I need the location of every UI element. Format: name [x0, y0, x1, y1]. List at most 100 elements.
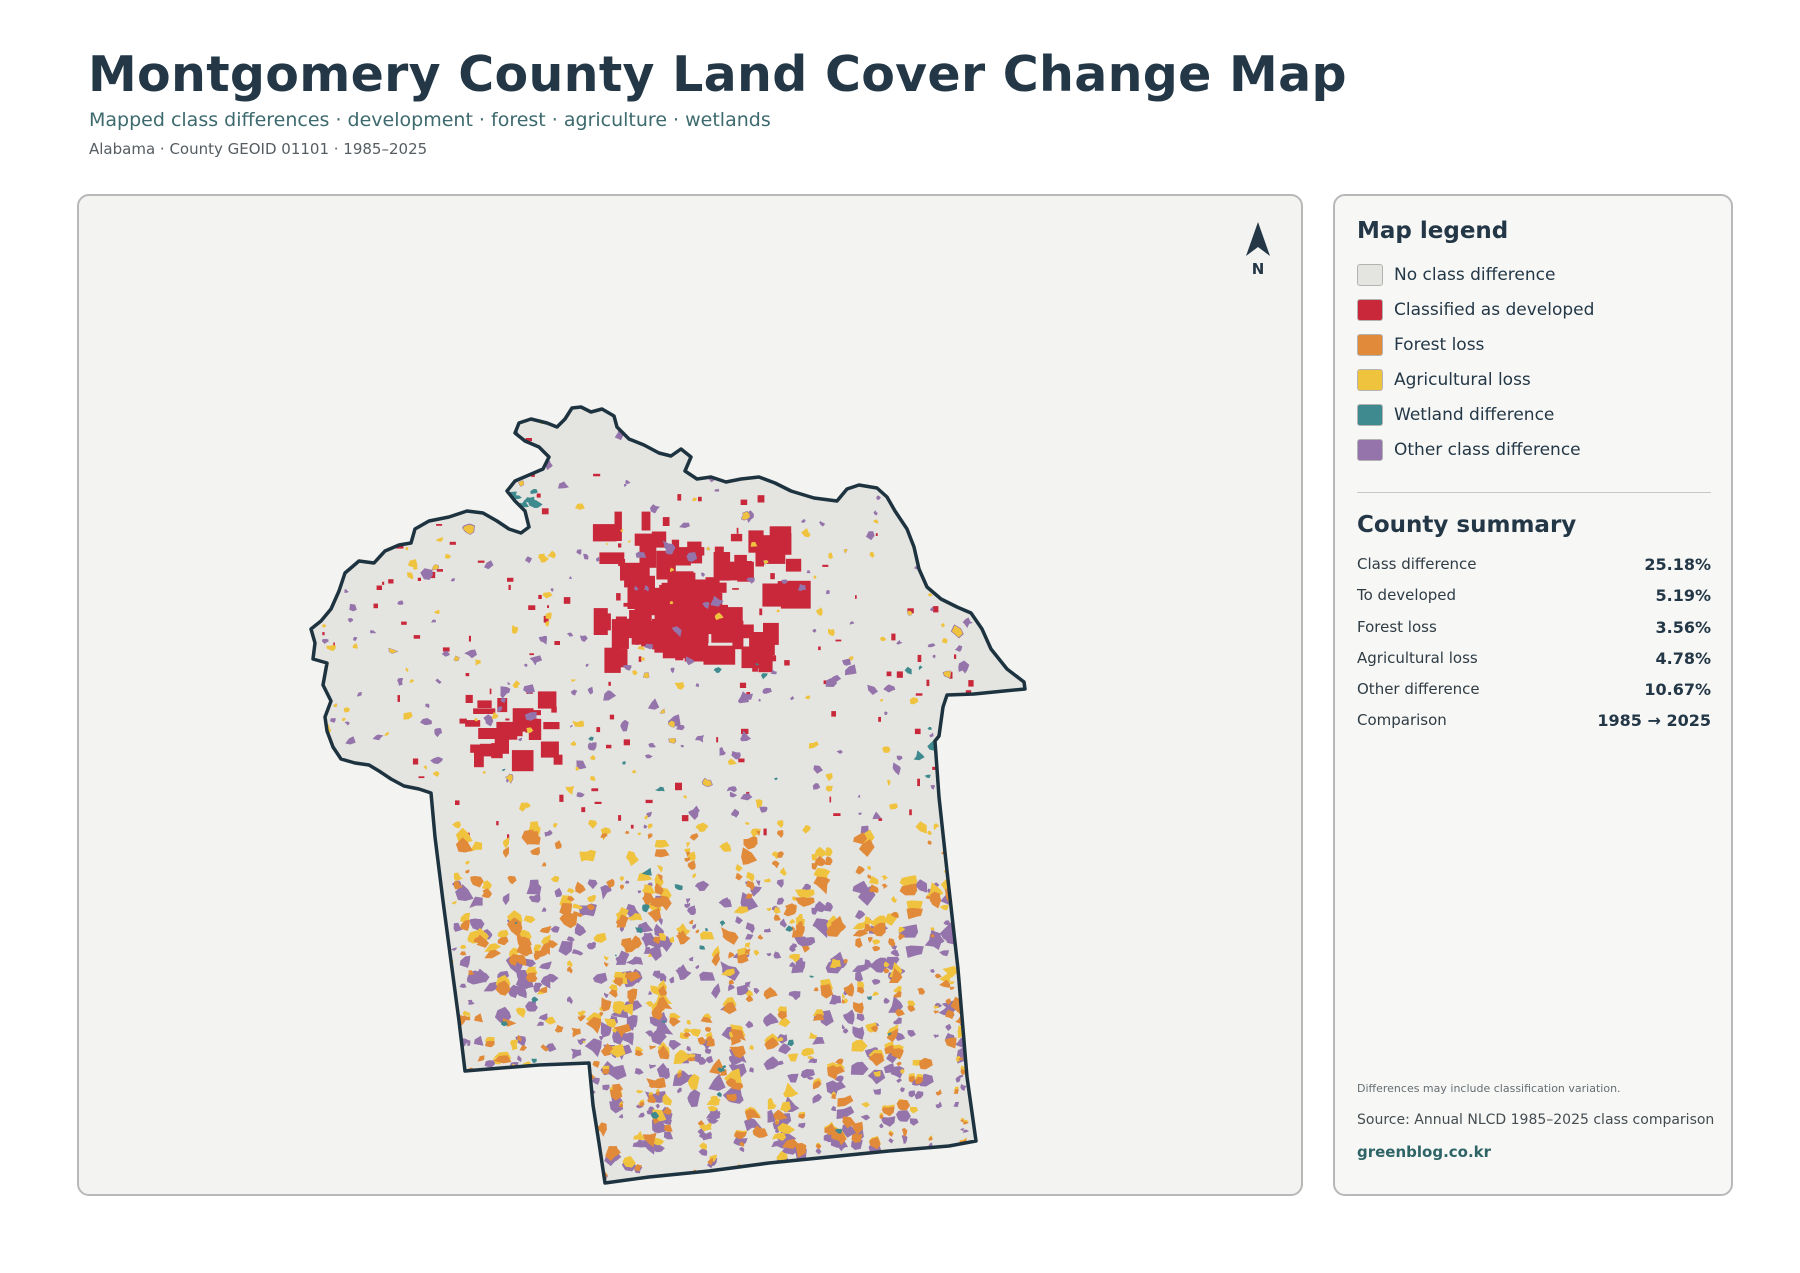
change-patch [661, 1067, 670, 1080]
change-patch [744, 942, 751, 948]
legend-swatch [1357, 264, 1383, 286]
change-patch [401, 621, 407, 625]
page-subtitle: Mapped class differences · development ·… [89, 109, 771, 131]
change-patch [516, 936, 532, 949]
change-patch [849, 621, 855, 625]
change-patch [695, 683, 699, 688]
change-patch [644, 575, 655, 591]
change-patch [834, 1075, 844, 1082]
change-patch [502, 837, 509, 849]
change-patch [545, 621, 550, 627]
change-patch [657, 1045, 670, 1060]
change-patch [534, 1157, 543, 1166]
change-patch [855, 937, 863, 949]
legend-label: No class difference [1394, 265, 1556, 285]
change-patch [460, 920, 470, 931]
change-patch [553, 754, 563, 765]
legend-item-forest-loss: Forest loss [1357, 334, 1717, 369]
change-patch [694, 880, 710, 892]
change-patch [507, 875, 517, 885]
change-patch [619, 876, 624, 882]
change-patch [641, 430, 649, 439]
change-patch [566, 896, 575, 902]
change-patch [527, 831, 541, 845]
change-patch [517, 1034, 522, 1042]
change-patch [954, 474, 964, 484]
change-patch [965, 504, 969, 511]
change-patch [787, 1073, 799, 1083]
change-patch [608, 990, 614, 995]
north-label: N [1251, 260, 1265, 278]
change-patch [749, 1045, 754, 1051]
change-patch [648, 743, 656, 748]
change-patch [711, 952, 720, 967]
change-patch [507, 682, 511, 685]
change-patch [831, 711, 836, 717]
change-patch [949, 986, 955, 990]
map-panel[interactable]: N [77, 194, 1303, 1196]
change-patch [897, 1112, 904, 1117]
change-patch [886, 779, 891, 786]
change-patch [881, 883, 889, 889]
change-patch [714, 612, 724, 621]
change-patch [773, 914, 781, 921]
change-patch [677, 494, 682, 501]
county-map[interactable] [79, 196, 1303, 1196]
change-patch [745, 822, 750, 825]
change-patch [960, 986, 975, 1002]
change-patch [717, 1067, 725, 1073]
change-patch [915, 693, 923, 696]
change-patch [807, 1056, 814, 1060]
change-patch [806, 570, 811, 574]
change-patch [850, 1061, 869, 1075]
change-patch [892, 762, 901, 776]
change-patch [776, 879, 784, 888]
change-patch [463, 524, 474, 535]
change-patch [523, 915, 536, 924]
change-patch [813, 765, 823, 774]
change-patch [750, 541, 758, 547]
change-patch [952, 823, 960, 828]
change-patch [736, 527, 739, 534]
change-patch [792, 896, 797, 902]
change-patch [768, 655, 777, 662]
legend-swatch [1357, 439, 1383, 461]
change-patch [465, 673, 470, 677]
change-patch [829, 464, 836, 471]
site-link[interactable]: greenblog.co.kr [1357, 1143, 1492, 1161]
change-patch [434, 728, 443, 738]
change-patch [532, 1117, 553, 1129]
change-patch [612, 1001, 625, 1015]
change-patch [868, 937, 873, 943]
change-patch [667, 548, 691, 566]
change-patch [448, 453, 459, 463]
change-patch [701, 572, 706, 577]
change-patch [538, 553, 549, 563]
change-patch [575, 766, 580, 771]
change-patch [778, 1017, 791, 1028]
change-patch [798, 1113, 806, 1119]
change-patch [622, 664, 632, 671]
change-patch [528, 605, 536, 610]
change-patch [857, 981, 865, 989]
change-patch [668, 720, 675, 728]
change-patch [585, 1016, 602, 1034]
change-patch [869, 957, 887, 973]
change-patch [348, 477, 357, 485]
change-patch [697, 1036, 707, 1045]
change-patch [879, 1153, 890, 1162]
change-patch [679, 522, 690, 528]
change-patch [692, 431, 701, 440]
change-patch [833, 813, 841, 816]
change-patch [464, 649, 477, 659]
change-patch [343, 589, 349, 593]
change-patch [484, 943, 502, 952]
change-patch [692, 610, 699, 618]
change-patch [670, 567, 675, 573]
change-patch [511, 625, 519, 634]
change-patch [643, 672, 650, 678]
change-patch [449, 541, 456, 545]
change-patch [559, 794, 564, 802]
legend-swatch [1357, 334, 1383, 356]
change-patch [606, 878, 615, 889]
